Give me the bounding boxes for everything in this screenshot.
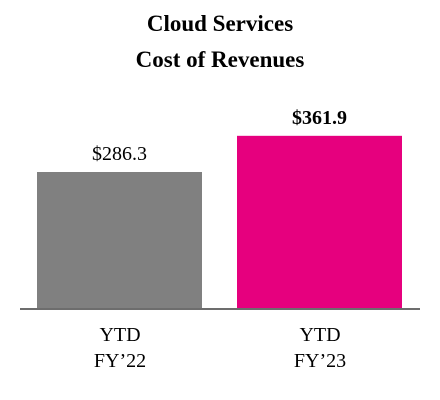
bar-1 (237, 135, 402, 309)
chart-title: Cloud Services (146, 11, 294, 36)
category-label-line2: FY’22 (93, 350, 147, 372)
category-label-line1: YTD (99, 324, 141, 346)
category-label-ytd-fy23: YTD FY’23 (235, 322, 405, 374)
bar-0 (37, 172, 202, 309)
category-label-ytd-fy22: YTD FY’22 (35, 322, 205, 374)
data-label-1: $361.9 (292, 107, 347, 129)
category-label-line1: YTD (299, 324, 341, 346)
category-label-line2: FY’23 (293, 350, 347, 372)
chart-subtitle: Cost of Revenues (135, 47, 305, 72)
data-label-0: $286.3 (92, 143, 147, 165)
